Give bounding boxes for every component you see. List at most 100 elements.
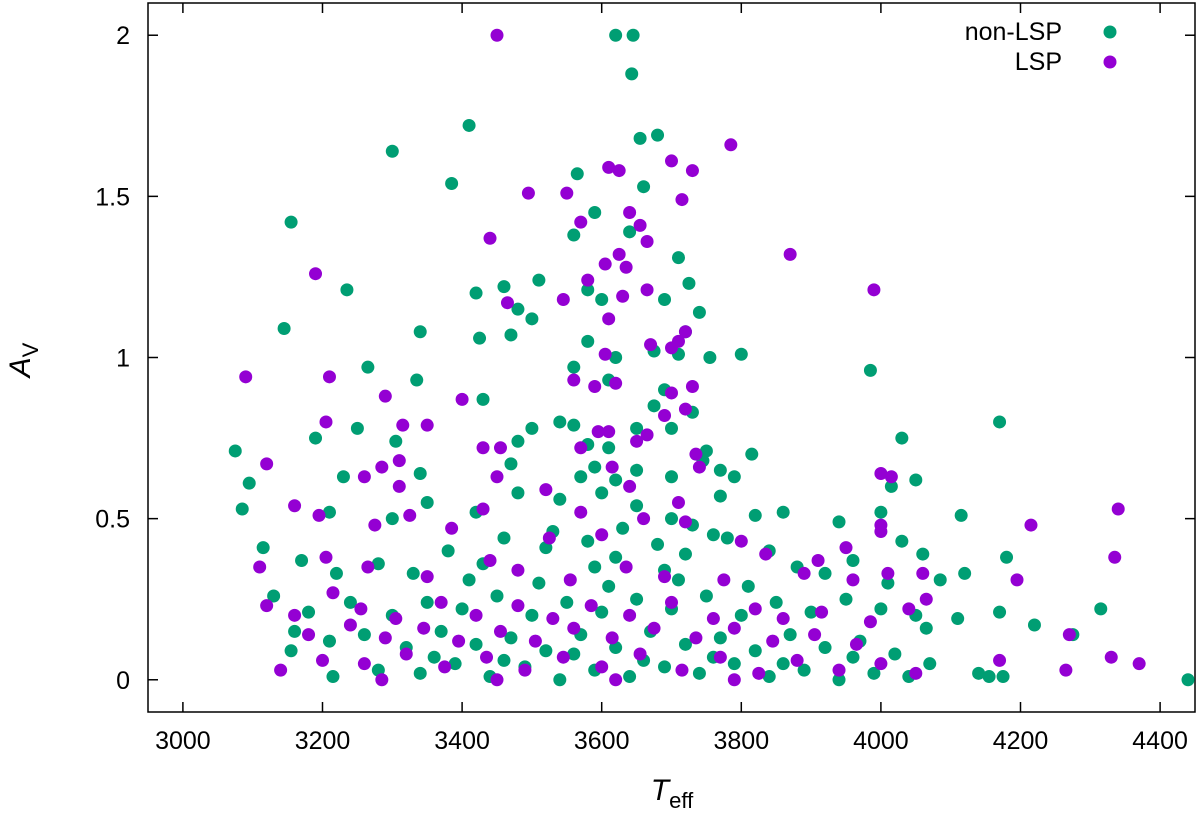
data-point (277, 321, 291, 335)
data-point (511, 563, 525, 577)
data-point (734, 534, 748, 548)
data-point (706, 528, 720, 542)
data-point (455, 602, 469, 616)
data-point (284, 644, 298, 658)
data-point (671, 496, 685, 510)
data-point (553, 492, 567, 506)
data-point (567, 647, 581, 661)
data-point (511, 302, 525, 316)
data-point (1111, 502, 1125, 516)
data-point (445, 521, 459, 535)
data-point (734, 608, 748, 622)
data-point (288, 624, 302, 638)
data-point (361, 560, 375, 574)
data-point (598, 257, 612, 271)
data-point (480, 650, 494, 664)
data-point (598, 347, 612, 361)
data-point (633, 131, 647, 145)
data-point (665, 470, 678, 484)
data-point (343, 595, 357, 609)
data-point (647, 621, 661, 635)
data-point (640, 234, 654, 248)
data-point (542, 531, 556, 545)
data-point (685, 380, 699, 394)
data-point (560, 595, 574, 609)
data-point (476, 392, 490, 406)
x-tick-label: 4400 (1132, 727, 1188, 755)
data-point (874, 525, 888, 539)
data-point (958, 566, 972, 580)
data-point (612, 247, 626, 261)
data-point (678, 325, 692, 339)
data-point (553, 673, 567, 687)
data-point (581, 273, 595, 287)
data-point (644, 338, 658, 352)
data-point (703, 351, 717, 364)
data-point (797, 566, 811, 580)
data-point (588, 380, 602, 394)
data-point (595, 605, 609, 619)
data-point (553, 415, 567, 429)
data-point (623, 225, 637, 239)
data-point (260, 599, 274, 613)
data-point (609, 673, 623, 687)
data-point (312, 508, 326, 522)
y-tick-label: 1 (116, 345, 130, 373)
data-point (867, 666, 881, 680)
y-tick-label: 0.5 (95, 506, 130, 534)
data-point (588, 205, 602, 219)
data-point (867, 283, 881, 297)
data-point (357, 470, 371, 484)
data-point (832, 515, 846, 529)
data-point (371, 557, 385, 571)
data-point (811, 554, 825, 568)
data-point (623, 205, 637, 219)
data-point (343, 618, 357, 632)
data-point (692, 305, 706, 319)
data-point (776, 505, 790, 519)
data-point (609, 473, 623, 487)
x-tick-label: 4000 (853, 727, 909, 755)
data-point (452, 634, 466, 648)
data-point (525, 608, 539, 622)
data-point (734, 347, 748, 361)
data-point (448, 657, 462, 671)
x-tick-label: 3200 (295, 727, 351, 755)
data-point (748, 602, 762, 616)
data-point (790, 653, 804, 667)
data-point (434, 595, 448, 609)
data-point (427, 650, 441, 664)
data-point (581, 283, 595, 297)
data-point (609, 351, 623, 364)
data-point (1108, 550, 1122, 564)
data-point (476, 441, 490, 455)
data-point (560, 186, 574, 200)
data-point (832, 663, 846, 677)
data-point (1132, 657, 1146, 671)
data-point (253, 560, 267, 574)
data-point (602, 312, 616, 326)
x-tick-label: 3000 (155, 727, 211, 755)
data-point (637, 512, 651, 526)
data-point (563, 573, 577, 587)
data-point (350, 421, 364, 435)
data-point (1104, 650, 1118, 664)
data-point (766, 634, 780, 648)
x-tick-label: 3600 (574, 727, 630, 755)
data-point (483, 231, 497, 245)
data-point (972, 666, 986, 680)
data-point (570, 167, 584, 181)
data-point (863, 363, 877, 377)
data-point (647, 399, 661, 413)
data-point (539, 644, 553, 658)
data-point (441, 544, 455, 558)
data-point (640, 283, 654, 297)
data-point (665, 512, 678, 526)
data-point (396, 418, 410, 432)
data-point (326, 586, 340, 600)
data-point (326, 670, 340, 684)
data-point (497, 531, 511, 545)
data-point (357, 628, 371, 642)
x-tick-label: 3400 (434, 727, 490, 755)
